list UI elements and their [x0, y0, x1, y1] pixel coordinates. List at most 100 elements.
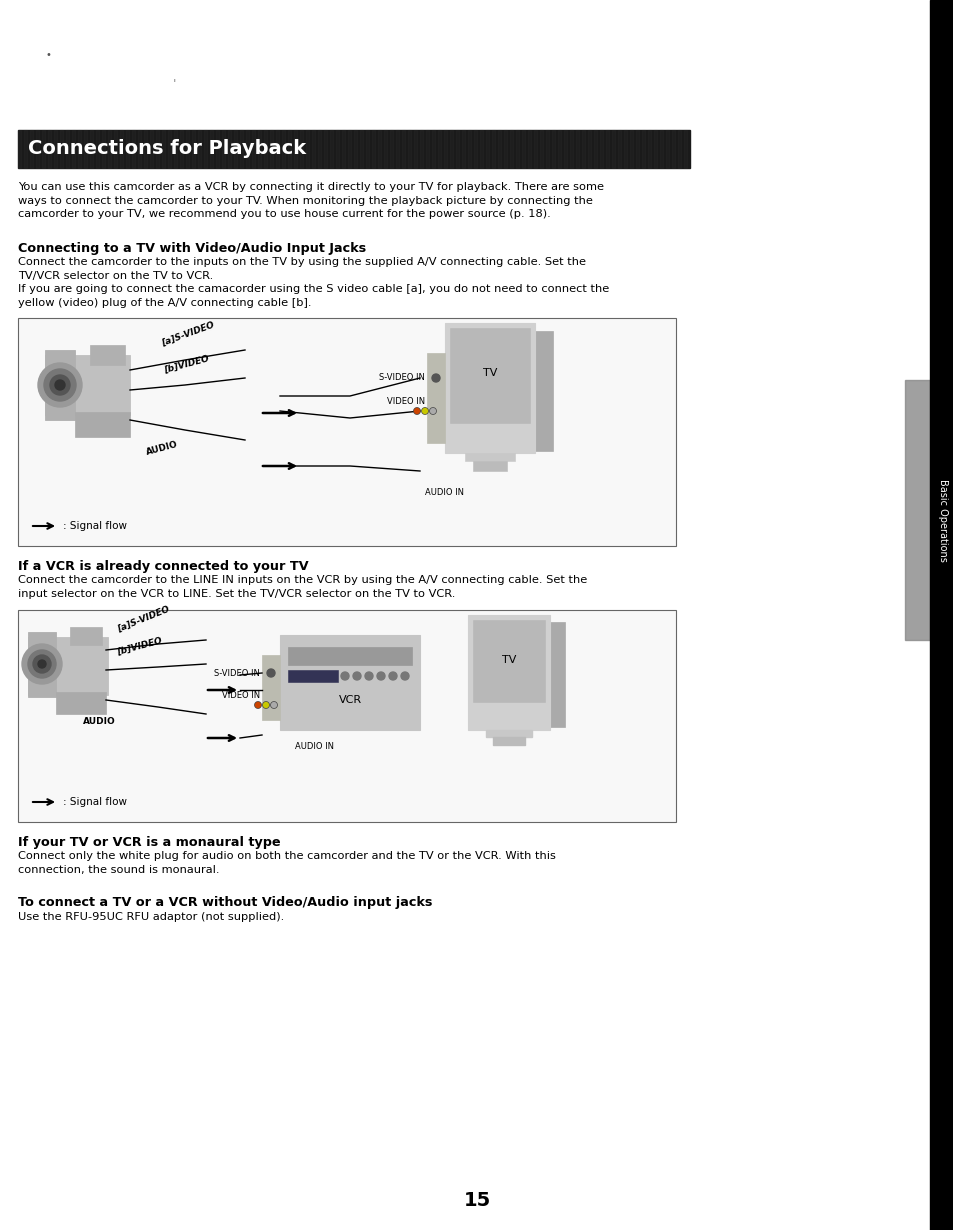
Bar: [550, 622, 564, 727]
Circle shape: [254, 701, 261, 708]
Bar: [113, 130, 117, 169]
Bar: [552, 130, 555, 169]
Text: Connect only the white plug for audio on both the camcorder and the TV or the VC: Connect only the white plug for audio on…: [18, 851, 556, 875]
Bar: [497, 130, 500, 169]
Bar: [354, 130, 356, 169]
Bar: [45, 351, 75, 419]
Circle shape: [267, 669, 274, 676]
Bar: [280, 635, 419, 729]
Circle shape: [33, 656, 51, 673]
Text: VIDEO IN: VIDEO IN: [387, 396, 424, 406]
Bar: [28, 637, 108, 695]
Bar: [535, 331, 553, 451]
Circle shape: [353, 672, 360, 680]
Bar: [468, 615, 550, 729]
Bar: [605, 130, 608, 169]
Text: If your TV or VCR is a monaural type: If your TV or VCR is a monaural type: [18, 836, 280, 849]
Bar: [683, 130, 686, 169]
Bar: [84, 130, 87, 169]
Bar: [18, 610, 676, 822]
Bar: [288, 647, 412, 665]
Bar: [18, 130, 689, 169]
Bar: [71, 130, 75, 169]
Bar: [173, 130, 177, 169]
Bar: [539, 130, 542, 169]
Bar: [28, 632, 56, 697]
Bar: [473, 620, 544, 702]
Text: S-VIDEO IN: S-VIDEO IN: [213, 668, 260, 678]
Bar: [275, 130, 278, 169]
Bar: [464, 453, 515, 461]
Bar: [348, 130, 351, 169]
Bar: [162, 130, 165, 169]
Circle shape: [421, 407, 428, 415]
Bar: [270, 130, 273, 169]
Bar: [503, 130, 506, 169]
Bar: [48, 130, 51, 169]
Circle shape: [28, 649, 56, 678]
Bar: [36, 130, 39, 169]
Circle shape: [340, 672, 349, 680]
Bar: [629, 130, 633, 169]
Bar: [671, 130, 675, 169]
Bar: [401, 130, 405, 169]
Text: You can use this camcorder as a VCR by connecting it directly to your TV for pla: You can use this camcorder as a VCR by c…: [18, 182, 603, 219]
Bar: [192, 130, 194, 169]
Circle shape: [429, 407, 436, 415]
Bar: [30, 130, 33, 169]
Bar: [599, 130, 602, 169]
Circle shape: [44, 369, 76, 401]
Bar: [576, 130, 578, 169]
Bar: [450, 130, 453, 169]
Bar: [156, 130, 159, 169]
Bar: [450, 328, 530, 423]
Bar: [233, 130, 236, 169]
Bar: [654, 130, 657, 169]
Bar: [299, 130, 303, 169]
Text: : Signal flow: : Signal flow: [63, 797, 127, 807]
Circle shape: [413, 407, 420, 415]
Bar: [623, 130, 626, 169]
Bar: [180, 130, 183, 169]
Bar: [215, 130, 219, 169]
Text: •: •: [45, 50, 51, 60]
Bar: [138, 130, 141, 169]
Circle shape: [38, 661, 46, 668]
Bar: [324, 130, 327, 169]
Bar: [618, 130, 620, 169]
Bar: [24, 130, 27, 169]
Bar: [678, 130, 680, 169]
Bar: [75, 412, 130, 437]
Bar: [66, 130, 69, 169]
Bar: [521, 130, 524, 169]
Bar: [377, 130, 380, 169]
Circle shape: [376, 672, 385, 680]
Bar: [45, 355, 130, 415]
Bar: [659, 130, 662, 169]
Bar: [390, 130, 393, 169]
Bar: [647, 130, 650, 169]
Bar: [461, 130, 464, 169]
Bar: [288, 670, 337, 681]
Bar: [228, 130, 231, 169]
Bar: [474, 130, 476, 169]
Bar: [246, 130, 249, 169]
Bar: [330, 130, 333, 169]
Text: : Signal flow: : Signal flow: [63, 522, 127, 531]
Bar: [468, 130, 471, 169]
Bar: [929, 0, 953, 1230]
Text: AUDIO IN: AUDIO IN: [424, 488, 463, 497]
Bar: [569, 130, 573, 169]
Circle shape: [400, 672, 409, 680]
Bar: [527, 130, 531, 169]
Bar: [366, 130, 369, 169]
Bar: [222, 130, 225, 169]
Bar: [257, 130, 261, 169]
Bar: [56, 692, 106, 713]
Bar: [558, 130, 560, 169]
Bar: [186, 130, 189, 169]
Bar: [587, 130, 590, 169]
Circle shape: [432, 374, 439, 383]
Circle shape: [262, 701, 269, 708]
Bar: [432, 130, 435, 169]
